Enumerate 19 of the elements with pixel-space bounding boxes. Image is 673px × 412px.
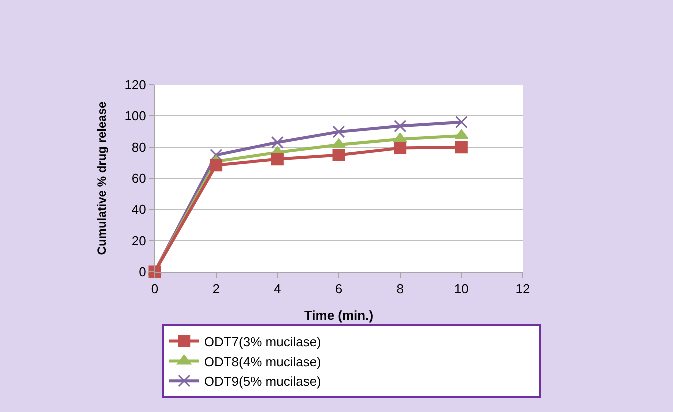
x-tick-label: 8 [396, 282, 404, 297]
x-tick-label: 10 [454, 282, 469, 297]
legend-label: ODT8(4% mucilase) [204, 354, 322, 370]
legend-label: ODT9(5% mucilase) [204, 374, 322, 390]
y-tick-label: 80 [132, 140, 146, 155]
x-tick-label: 4 [274, 282, 282, 297]
y-tick-label: 0 [139, 264, 146, 280]
y-axis-title: Cumulative % drug release [94, 101, 109, 256]
x-tick-label: 12 [516, 282, 530, 297]
y-tick-label: 60 [132, 171, 146, 186]
x-tick-label: 6 [335, 282, 343, 297]
legend-label: ODT7(3% mucilase) [204, 334, 322, 350]
y-tick-label: 120 [124, 78, 146, 93]
y-tick-label: 20 [132, 233, 146, 248]
x-tick-label: 2 [212, 282, 220, 297]
y-tick-label: 40 [132, 202, 146, 218]
x-tick-label: 0 [151, 282, 159, 297]
y-tick-label: 100 [124, 108, 146, 124]
x-axis-title: Time (min.) [304, 308, 374, 324]
